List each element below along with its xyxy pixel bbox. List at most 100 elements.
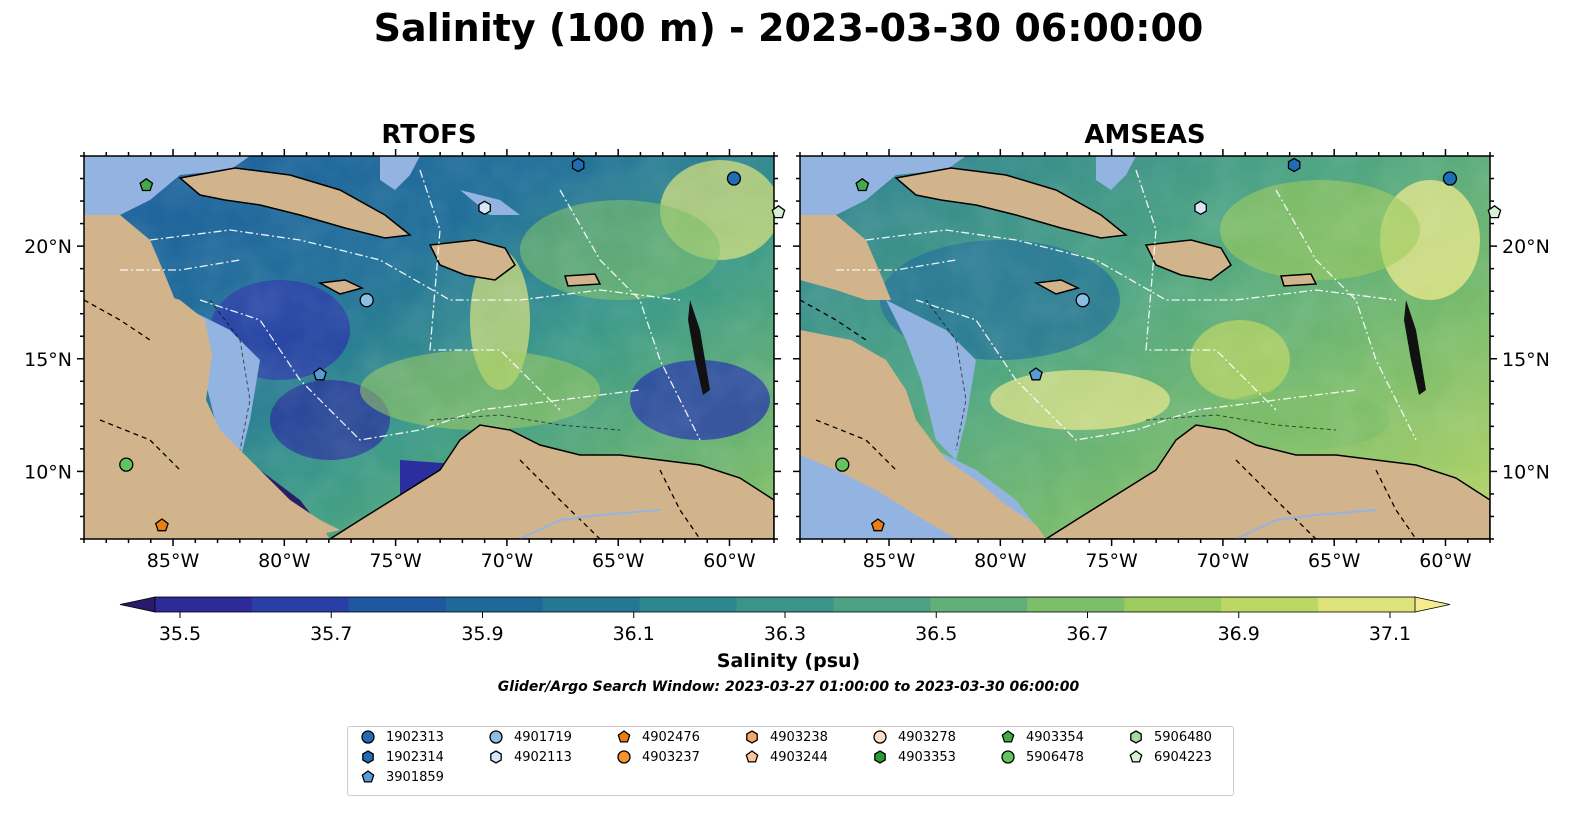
lon-tick-label: 65°W [592, 550, 645, 572]
colorbar-segment [1221, 597, 1319, 612]
circle-marker-icon [489, 730, 503, 744]
legend-marker [361, 730, 375, 744]
float-marker-4902113 [1194, 200, 1207, 216]
float-marker-1902313 [1442, 171, 1458, 186]
legend-label: 4903354 [1026, 729, 1084, 745]
float-marker-5906478 [119, 457, 134, 472]
map-panel-rtofs [84, 156, 774, 539]
pentagon-marker-icon [617, 730, 631, 743]
legend-marker [489, 730, 503, 744]
float-marker-3901859 [1029, 367, 1043, 381]
float-marker-4902113 [478, 200, 491, 216]
lon-tick-label: 75°W [1085, 550, 1138, 572]
legend-marker [362, 750, 374, 764]
lon-tick-label: 60°W [703, 550, 756, 572]
pentagon-marker-icon [1129, 750, 1143, 763]
legend-entry-4902113: 4902113 [488, 747, 572, 767]
legend-entry-4903238: 4903238 [744, 727, 828, 747]
lat-tick-label: 10°N [24, 461, 72, 483]
float-marker-4903354 [139, 177, 154, 192]
lat-tick-label: 10°N [1502, 461, 1550, 483]
legend-label: 3901859 [386, 769, 444, 785]
legend-marker [1001, 750, 1015, 764]
circle-marker-icon [617, 750, 631, 764]
colorbar-segment [251, 597, 350, 612]
legend-label: 6904223 [1154, 749, 1212, 765]
legend-entry-4903237: 4903237 [616, 747, 700, 767]
legend-marker [1130, 730, 1142, 744]
hexagon-marker-icon [490, 750, 502, 764]
legend-entry-1902314: 1902314 [360, 747, 444, 767]
lon-tick-label: 80°W [974, 550, 1027, 572]
colorbar-extend-low [119, 596, 156, 613]
colorbar-segment [833, 597, 931, 612]
lat-tick-label: 15°N [1502, 349, 1550, 371]
colorbar-segment [1027, 597, 1125, 612]
main-title: Salinity (100 m) - 2023-03-30 06:00:00 [373, 6, 1204, 50]
float-marker-1902313 [726, 171, 742, 186]
hexagon-marker-icon [362, 750, 374, 764]
pentagon-marker-icon [1001, 730, 1015, 743]
colorbar-tick-label: 35.7 [310, 623, 352, 645]
lon-tick-label: 80°W [258, 550, 311, 572]
float-marker-4902476 [870, 518, 885, 532]
colorbar-segment [1124, 597, 1222, 612]
legend-label: 4903237 [642, 749, 700, 765]
colorbar-extend-high [1414, 596, 1451, 613]
colorbar-tick-label: 36.1 [613, 623, 655, 645]
float-marker-4901719 [1075, 293, 1090, 308]
legend-entry-3901859: 3901859 [360, 767, 444, 787]
legend-label: 1902314 [386, 749, 444, 765]
lon-tick-label: 85°W [147, 550, 200, 572]
legend-entry-4903278: 4903278 [872, 727, 956, 747]
hexagon-marker-icon [874, 750, 886, 764]
colorbar-segment [1318, 597, 1416, 612]
colorbar-tick-label: 35.9 [461, 623, 503, 645]
legend-marker [1001, 730, 1015, 743]
legend: 1902313 1902314 3901859 4901719 4902113 49024… [347, 726, 1234, 796]
lat-tick-label: 20°N [24, 236, 72, 258]
lon-tick-label: 70°W [481, 550, 534, 572]
float-markers [119, 157, 1502, 532]
float-marker-1902314 [1287, 157, 1301, 173]
axis-labels: 85°W 80°W 75°W 70°W 65°W 60°W 20°N 15°N 10°N 85°W… [24, 236, 1550, 572]
legend-marker [617, 750, 631, 764]
colorbar-segment [445, 597, 544, 612]
float-marker-4902476 [154, 518, 169, 532]
colorbar-segment [930, 597, 1028, 612]
colorbar-tick-label: 36.5 [915, 623, 957, 645]
colorbar-segment [736, 597, 834, 612]
colorbar-segment [348, 597, 447, 612]
legend-label: 4903278 [898, 729, 956, 745]
panel-title-rtofs: RTOFS [381, 120, 477, 150]
colorbar-segment [155, 597, 253, 612]
legend-label: 4903244 [770, 749, 828, 765]
lat-tick-label: 15°N [24, 349, 72, 371]
legend-label: 5906480 [1154, 729, 1212, 745]
legend-label: 4903353 [898, 749, 956, 765]
colorbar-tick-label: 36.9 [1218, 623, 1260, 645]
legend-entry-5906478: 5906478 [1000, 747, 1084, 767]
float-marker-6904223 [1487, 204, 1502, 219]
legend-label: 1902313 [386, 729, 444, 745]
circle-marker-icon [361, 730, 375, 744]
legend-entry-4901719: 4901719 [488, 727, 572, 747]
float-marker-6904223 [771, 204, 786, 219]
lon-tick-label: 85°W [863, 550, 916, 572]
legend-marker [745, 750, 759, 763]
lat-tick-label: 20°N [1502, 236, 1550, 258]
map-panel-amseas [800, 156, 1490, 539]
legend-marker [746, 730, 758, 744]
colorbar: 35.5 35.7 35.9 36.1 36.3 36.5 36.7 36.9 37.1 [119, 596, 1451, 645]
legend-marker [490, 750, 502, 764]
float-marker-4901719 [359, 293, 374, 308]
circle-marker-icon [873, 730, 887, 744]
pentagon-marker-icon [361, 770, 375, 783]
legend-marker [1129, 750, 1143, 763]
legend-entry-6904223: 6904223 [1128, 747, 1212, 767]
pentagon-marker-icon [745, 750, 759, 763]
float-marker-5906478 [835, 457, 850, 472]
float-marker-1902314 [571, 157, 585, 173]
hexagon-marker-icon [1130, 730, 1142, 744]
